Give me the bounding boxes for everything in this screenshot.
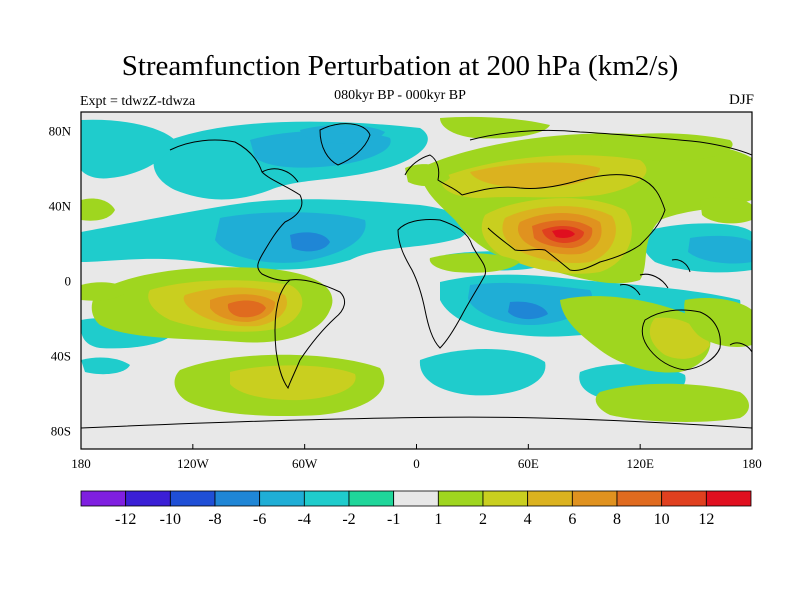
colorbar-label: -8 <box>208 511 221 528</box>
southern-ocean-negative-1 <box>419 348 546 396</box>
antarctica-coast <box>81 416 752 429</box>
colorbar-swatch <box>437 490 484 507</box>
colorbar-label: 2 <box>479 511 487 528</box>
lat-tick-label: 80S <box>51 423 71 438</box>
colorbar-swatch <box>303 490 350 507</box>
colorbar-swatch <box>348 490 395 507</box>
colorbar-swatch <box>661 490 707 507</box>
greenland-coast <box>319 123 371 166</box>
experiment-label: Expt = tdwzZ-tdwza <box>80 94 196 109</box>
australia-coast <box>641 309 721 371</box>
colorbar-label: -1 <box>387 511 400 528</box>
colorbar-label: 1 <box>434 511 442 528</box>
colorbar: -12 -10 -8 -6 -4 -2 -1 1 2 4 6 8 10 12 <box>80 490 752 528</box>
lon-tick-label: 60E <box>518 456 539 471</box>
colorbar-swatch <box>80 490 127 507</box>
coastlines <box>81 123 752 429</box>
colorbar-label: 4 <box>524 511 532 528</box>
lon-tick-label: 60W <box>292 456 318 471</box>
africa-coast <box>397 219 487 349</box>
colorbar-swatch <box>616 490 663 507</box>
asia-coast <box>461 174 666 271</box>
contour-field <box>81 112 752 449</box>
colorbar-swatch <box>259 490 305 507</box>
colorbar-label: -2 <box>342 511 355 528</box>
colorbar-label: 6 <box>568 511 576 528</box>
lon-tick-label: 0 <box>413 456 420 471</box>
lat-tick-label: 40S <box>51 348 71 363</box>
lon-tick-label: 180 <box>71 456 91 471</box>
colorbar-swatch <box>393 490 439 507</box>
colorbar-swatch <box>214 490 261 507</box>
lon-tick-label: 120W <box>177 456 210 471</box>
lat-axis: 80N 40N 0 40S 80S <box>49 124 72 439</box>
europe-coast <box>404 154 463 196</box>
colorbar-label: -6 <box>253 511 266 528</box>
lat-tick-label: 0 <box>65 274 72 289</box>
colorbar-swatch <box>169 490 216 507</box>
map-subtitle: 080kyr BP - 000kyr BP <box>334 88 466 103</box>
colorbar-label: -4 <box>298 511 311 528</box>
south-america-coast <box>274 279 346 390</box>
colorbar-swatch <box>482 490 529 507</box>
colorbar-label: -10 <box>160 511 181 528</box>
lon-tick-label: 120E <box>626 456 654 471</box>
lon-tick-label: 180 <box>742 456 762 471</box>
colorbar-label: 8 <box>613 511 621 528</box>
north-america-coast <box>169 139 303 281</box>
colorbar-label: 12 <box>698 511 714 528</box>
colorbar-swatch <box>571 490 618 507</box>
colorbar-swatch <box>527 490 573 507</box>
lat-tick-label: 80N <box>49 124 72 139</box>
pacific-negative-west <box>81 119 175 179</box>
positive-anomalies <box>81 116 752 422</box>
colorbar-label: 10 <box>654 511 670 528</box>
colorbar-swatch <box>705 490 752 507</box>
colorbar-swatch <box>125 490 171 507</box>
season-label: DJF <box>728 92 754 108</box>
lat-tick-label: 40N <box>49 199 72 214</box>
map-title: Streamfunction Perturbation at 200 hPa (… <box>121 50 679 82</box>
lon-axis: 180 120W 60W 0 60E 120E 180 <box>71 444 762 471</box>
colorbar-label: -12 <box>115 511 136 528</box>
